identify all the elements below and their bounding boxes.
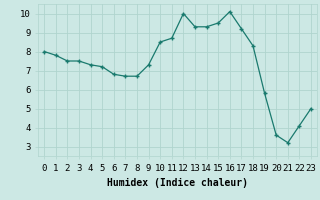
X-axis label: Humidex (Indice chaleur): Humidex (Indice chaleur) xyxy=(107,178,248,188)
